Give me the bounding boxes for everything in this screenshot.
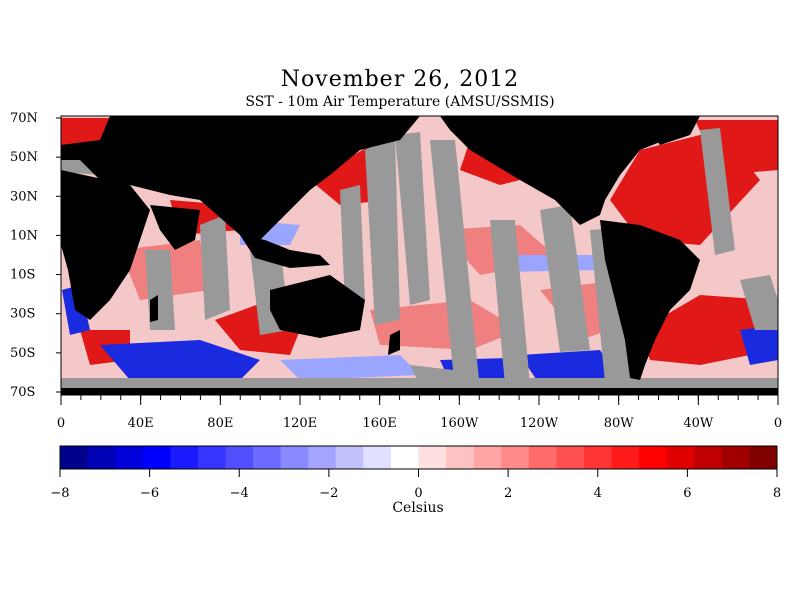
lat-label-10n: 10N xyxy=(10,228,38,243)
colorbar-tick-label: 0 xyxy=(414,486,422,501)
lat-label-70s: 70S xyxy=(10,385,35,400)
india-landmass xyxy=(150,205,200,250)
lon-label-160e: 160E xyxy=(363,416,397,431)
colorbar-swatch xyxy=(694,446,723,469)
colorbar-swatch xyxy=(115,446,144,469)
lat-label-30n: 30N xyxy=(10,189,38,204)
map-subtitle: SST - 10m Air Temperature (AMSU/SSMIS) xyxy=(245,94,555,110)
africa-landmass xyxy=(61,170,150,320)
colorbar-swatch xyxy=(749,446,778,469)
lon-label-0: 0 xyxy=(57,416,65,431)
lat-label-50n: 50N xyxy=(10,150,38,165)
lon-label-40w: 40W xyxy=(683,416,714,431)
colorbar-swatch xyxy=(721,446,750,469)
colorbar-swatch xyxy=(87,446,116,469)
lon-label-80e: 80E xyxy=(207,416,233,431)
colorbar-swatch xyxy=(308,446,337,469)
lat-label-70n: 70N xyxy=(10,111,38,126)
colorbar-swatch xyxy=(60,446,89,469)
colorbar-tick-label: −6 xyxy=(140,486,159,501)
north-america-landmass xyxy=(440,116,700,225)
colorbar-tick-label: 4 xyxy=(594,486,602,501)
colorbar-tick-label: 6 xyxy=(683,486,691,501)
colorbar-swatch xyxy=(142,446,171,469)
colorbar-swatch xyxy=(528,446,557,469)
latitude-axis: 70N 50N 30N 10N 10S 30S 50S 70S xyxy=(10,111,61,400)
lat-label-10s: 10S xyxy=(10,268,35,283)
colorbar-tick-label: 2 xyxy=(504,486,512,501)
colorbar-swatch xyxy=(639,446,668,469)
lat-label-50s: 50S xyxy=(10,346,35,361)
colorbar-swatch xyxy=(666,446,695,469)
colorbar-swatch xyxy=(390,446,419,469)
colorbar-unit-label: Celsius xyxy=(392,500,444,516)
colorbar-tick-label: −8 xyxy=(50,486,69,501)
colorbar-swatch xyxy=(583,446,613,469)
colorbar-tick-label: 8 xyxy=(773,486,781,501)
map-title: November 26, 2012 xyxy=(280,67,520,92)
map-panel xyxy=(61,116,778,395)
southeast-asia-landmass xyxy=(240,235,330,268)
colorbar-swatch xyxy=(556,446,585,469)
colorbar-tick-label: −2 xyxy=(319,486,338,501)
lat-label-30s: 30S xyxy=(10,307,35,322)
colorbar-ticks: −8 −6 −4 −2 0 2 4 6 8 xyxy=(50,469,781,501)
lon-label-0: 0 xyxy=(774,416,782,431)
colorbar-swatch xyxy=(335,446,364,469)
lon-label-40e: 40E xyxy=(128,416,154,431)
colorbar xyxy=(59,445,778,470)
colorbar-swatch xyxy=(197,446,226,469)
colorbar-swatch xyxy=(418,446,447,469)
south-america-landmass xyxy=(600,220,700,380)
lon-label-160w: 160W xyxy=(440,416,479,431)
colorbar-swatch xyxy=(501,446,530,469)
colorbar-tick-label: −4 xyxy=(230,486,249,501)
colorbar-swatch xyxy=(363,446,392,469)
colorbar-swatch xyxy=(170,446,199,469)
colorbar-swatch xyxy=(225,446,254,469)
colorbar-swatch xyxy=(446,446,475,469)
lon-label-120w: 120W xyxy=(520,416,559,431)
lon-label-120e: 120E xyxy=(283,416,317,431)
colorbar-swatch xyxy=(473,446,502,469)
colorbar-swatch xyxy=(611,446,640,469)
colorbar-swatch xyxy=(253,446,282,469)
australia-landmass xyxy=(270,275,365,338)
land-masses xyxy=(61,116,778,395)
greenland-landmass xyxy=(640,116,700,145)
longitude-axis: 0 40E 80E 120E 160E 160W 120W 80W 40W 0 xyxy=(57,395,782,431)
colorbar-swatch xyxy=(280,446,309,469)
lon-label-80w: 80W xyxy=(604,416,635,431)
eurasia-landmass xyxy=(61,116,420,240)
